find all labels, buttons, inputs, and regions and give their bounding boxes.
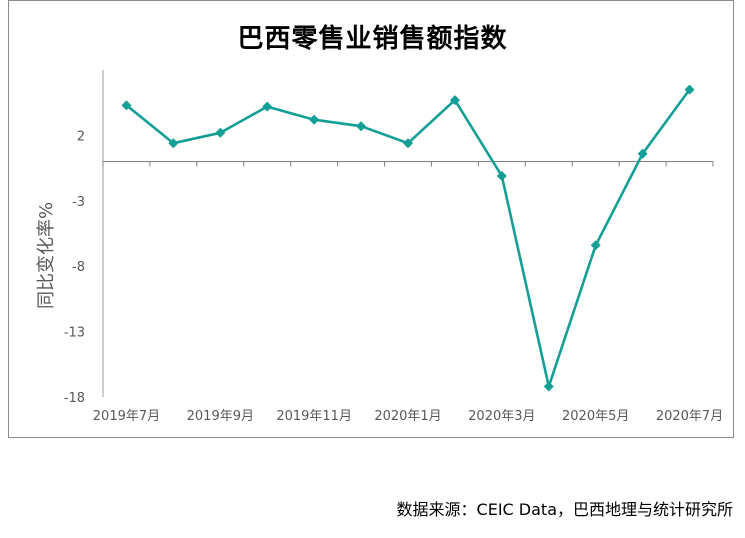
- x-tick-label: 2019年11月: [276, 409, 352, 424]
- series-line: [125, 88, 691, 388]
- y-tick-label: -18: [64, 391, 85, 406]
- data-point: [449, 95, 460, 106]
- x-tick-label: 2020年3月: [468, 409, 535, 424]
- x-tick-label: 2019年7月: [93, 409, 160, 424]
- data-point: [684, 84, 695, 95]
- chart-title: 巴西零售业销售额指数: [237, 24, 508, 54]
- data-point: [121, 100, 132, 111]
- data-point: [637, 148, 648, 159]
- y-tick-label: -3: [72, 195, 85, 210]
- data-point: [309, 114, 320, 125]
- data-point: [403, 138, 413, 149]
- data-point: [215, 127, 226, 138]
- y-tick-label: -8: [72, 260, 85, 275]
- y-tick-label: 2: [77, 129, 85, 144]
- y-axis-title: 同比变化率%: [36, 202, 57, 309]
- data-point: [356, 121, 367, 132]
- data-point: [168, 138, 179, 149]
- data-point: [543, 381, 554, 392]
- data-point: [590, 240, 601, 251]
- y-tick-label: -13: [64, 326, 85, 341]
- x-tick-label: 2020年7月: [656, 409, 723, 424]
- source-note: 数据来源：CEIC Data，巴西地理与统计研究所: [396, 500, 733, 519]
- x-tick-label: 2020年1月: [374, 409, 441, 424]
- x-tick-label: 2020年5月: [562, 409, 629, 424]
- chart-frame: [8, 0, 734, 438]
- data-point: [262, 101, 273, 112]
- x-tick-label: 2019年9月: [187, 409, 254, 424]
- data-point: [496, 170, 507, 181]
